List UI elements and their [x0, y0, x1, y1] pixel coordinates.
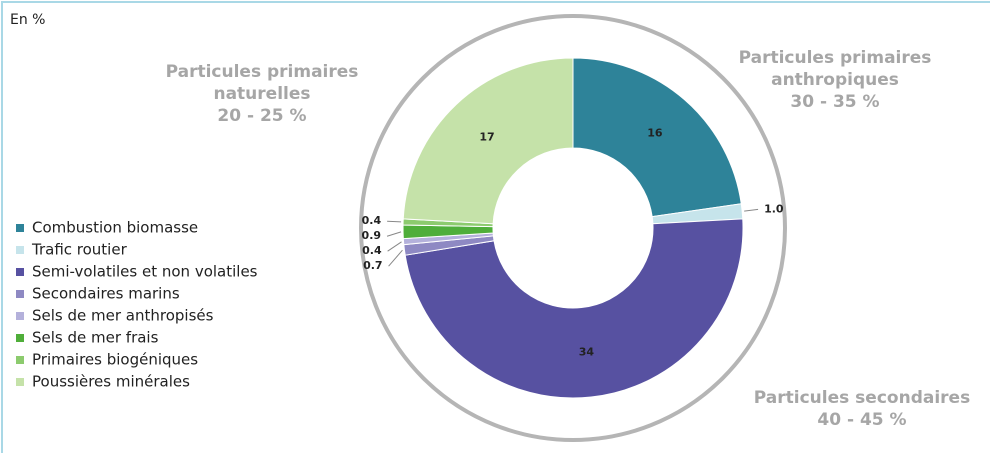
donut-slice: [572, 57, 742, 218]
unit-label: En %: [10, 12, 45, 28]
group-annotation: anthropiques: [771, 70, 899, 90]
value-label: 0.9: [362, 229, 382, 242]
legend-label: Combustion biomasse: [32, 219, 198, 237]
leader-line: [387, 241, 402, 252]
legend-swatch: [16, 378, 24, 386]
value-label: 16: [647, 127, 663, 140]
group-ring: [359, 14, 787, 442]
group-annotation: Particules primaires: [166, 62, 359, 82]
value-label: 34: [579, 345, 595, 358]
group-annotation: 40 - 45 %: [817, 410, 906, 430]
legend-label: Secondaires marins: [32, 285, 180, 303]
group-annotation: 30 - 35 %: [790, 92, 879, 112]
legend-swatch: [16, 268, 24, 276]
leader-line: [386, 231, 402, 237]
group-annotation: Particules primaires: [739, 48, 932, 68]
legend-label: Primaires biogéniques: [32, 351, 198, 369]
group-annotation: 20 - 25 %: [217, 106, 306, 126]
value-label: 17: [479, 130, 494, 143]
donut-slice: [404, 218, 744, 399]
legend-swatch: [16, 312, 24, 320]
value-label: 0.4: [362, 214, 382, 227]
legend-label: Sels de mer anthropisés: [32, 307, 214, 325]
value-label: 1.0: [764, 202, 784, 215]
legend-label: Poussières minérales: [32, 373, 190, 391]
legend-swatch: [16, 334, 24, 342]
leader-line: [744, 208, 759, 212]
legend-swatch: [16, 290, 24, 298]
legend-label: Sels de mer frais: [32, 329, 159, 347]
legend-swatch: [16, 224, 24, 232]
leader-line: [387, 220, 402, 223]
legend-swatch: [16, 356, 24, 364]
legend-label: Trafic routier: [31, 241, 128, 259]
group-annotation: Particules secondaires: [754, 388, 970, 408]
group-annotation: naturelles: [213, 84, 310, 104]
donut-slice: [402, 57, 574, 225]
leader-line: [388, 249, 403, 267]
legend-label: Semi-volatiles et non volatiles: [32, 263, 258, 281]
legend-swatch: [16, 246, 24, 254]
value-label: 0.7: [363, 259, 383, 272]
value-label: 0.4: [362, 244, 382, 257]
